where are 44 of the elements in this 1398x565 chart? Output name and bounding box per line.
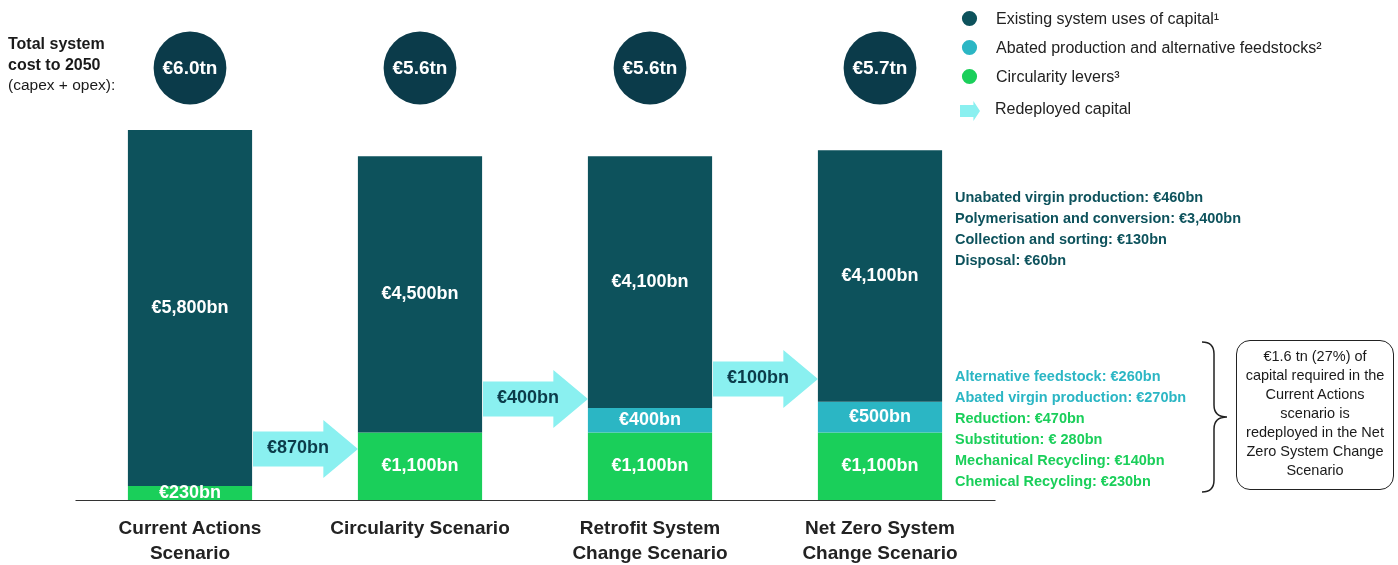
bar (127, 129, 253, 486)
annotation: Abated virgin production: €270bn (955, 388, 1187, 407)
data-label: €1,100bn (841, 455, 919, 476)
bar (587, 432, 713, 500)
data-label: €4,500bn (381, 283, 459, 304)
data-label: €4,100bn (841, 264, 919, 285)
annotation: Disposal: €60bn (955, 251, 1067, 270)
x-tick-label: Circularity Scenario (330, 516, 510, 538)
legend-label: Circularity levers³ (996, 67, 1121, 85)
data-label: €500bn (848, 406, 912, 427)
annotation: Collection and sorting: €130bn (955, 230, 1167, 249)
data-label: €1,100bn (611, 455, 689, 476)
text: €1.6 tn (27%) of capital required in the Current Actions scenario is redeployed in the Net Zero System Change Scenario (1236, 340, 1394, 490)
data-label: €4,100bn (611, 271, 689, 292)
text: Total system cost to 2050 (8, 34, 106, 75)
annotation: Polymerisation and conversion: €3,400bn (955, 209, 1242, 228)
annotation: Unabated virgin production: €460bn (955, 188, 1204, 207)
x-tick-label: Retrofit System Change Scenario (572, 516, 728, 563)
data-label: €400bn (618, 409, 682, 430)
annotation: Alternative feedstock: €260bn (955, 367, 1161, 386)
text: €5.6tn (392, 57, 448, 78)
legend-label: Abated production and alternative feedstocks² (996, 38, 1323, 56)
x-tick-label: Net Zero System Change Scenario (802, 516, 958, 563)
bar (817, 432, 943, 500)
annotation: Mechanical Recycling: €140bn (955, 451, 1165, 470)
annotation: Chemical Recycling: €230bn (955, 472, 1151, 491)
annotation: €100bn (725, 367, 790, 388)
text: €6.0tn (162, 57, 218, 78)
bar (817, 150, 943, 402)
annotation: Reduction: €470bn (955, 409, 1085, 428)
data-label: €230bn (158, 481, 222, 502)
annotation: Substitution: € 280bn (955, 430, 1103, 449)
text: €5.7tn (852, 57, 908, 78)
bar (587, 156, 713, 408)
annotation: €870bn (265, 437, 330, 458)
data-label: €5,800bn (151, 296, 229, 317)
data-label: €1,100bn (381, 455, 459, 476)
text: €5.6tn (622, 57, 678, 78)
text: (capex + opex): (8, 76, 116, 94)
bar (357, 156, 483, 433)
legend-label: Existing system uses of capital¹ (996, 9, 1220, 27)
text: Redeployed capital (995, 100, 1132, 118)
annotation: €400bn (495, 387, 560, 408)
x-tick-label: Current Actions Scenario (118, 516, 262, 563)
